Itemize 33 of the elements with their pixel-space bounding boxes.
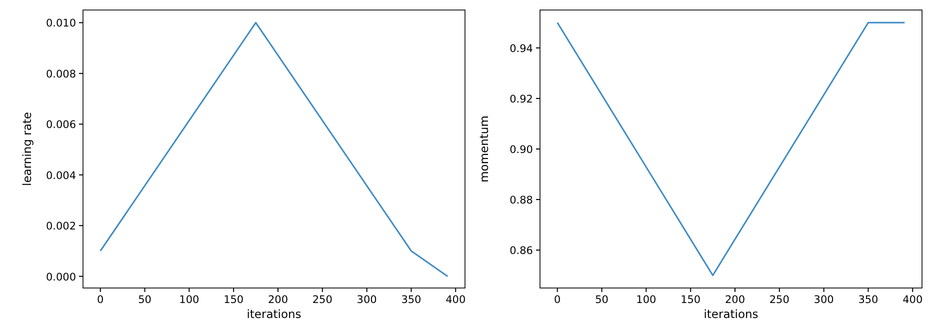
x-tick-label: 100 bbox=[179, 294, 200, 306]
x-tick-label: 250 bbox=[312, 294, 332, 306]
y-tick-label: 0.86 bbox=[510, 245, 534, 258]
y-tick-label: 0.002 bbox=[46, 220, 76, 233]
y-tick-label: 0.90 bbox=[510, 144, 533, 156]
y-tick-label: 0.88 bbox=[510, 194, 533, 207]
x-tick-label: 400 bbox=[902, 294, 923, 306]
y-tick-label: 0.94 bbox=[510, 42, 534, 55]
y-axis-title: momentum bbox=[477, 116, 491, 182]
x-tick-label: 300 bbox=[356, 294, 377, 306]
x-tick-label: 350 bbox=[858, 294, 878, 306]
y-tick-label: 0.92 bbox=[510, 93, 533, 106]
x-tick-label: 200 bbox=[268, 294, 288, 306]
x-axis-title: iterations bbox=[246, 307, 302, 321]
x-tick-label: 200 bbox=[724, 294, 746, 306]
y-tick-label: 0.006 bbox=[46, 119, 76, 132]
y-tick-label: 0.004 bbox=[46, 170, 76, 182]
x-tick-label: 400 bbox=[446, 294, 466, 306]
x-tick-label: 350 bbox=[401, 294, 422, 306]
y-tick-label: 0.000 bbox=[46, 271, 76, 284]
x-tick-label: 50 bbox=[595, 294, 608, 306]
x-tick-label: 100 bbox=[636, 294, 656, 306]
x-tick-label: 150 bbox=[680, 294, 701, 306]
x-tick-label: 50 bbox=[138, 294, 152, 306]
x-tick-label: 0 bbox=[554, 294, 561, 306]
x-tick-label: 150 bbox=[224, 294, 244, 306]
x-tick-label: 300 bbox=[814, 294, 834, 306]
x-axis-title: iterations bbox=[704, 307, 758, 321]
x-tick-label: 250 bbox=[769, 294, 790, 306]
x-tick-label: 0 bbox=[97, 294, 104, 306]
y-tick-label: 0.008 bbox=[46, 68, 76, 80]
y-axis-title: learning rate bbox=[20, 112, 34, 186]
y-tick-label: 0.010 bbox=[46, 18, 76, 30]
